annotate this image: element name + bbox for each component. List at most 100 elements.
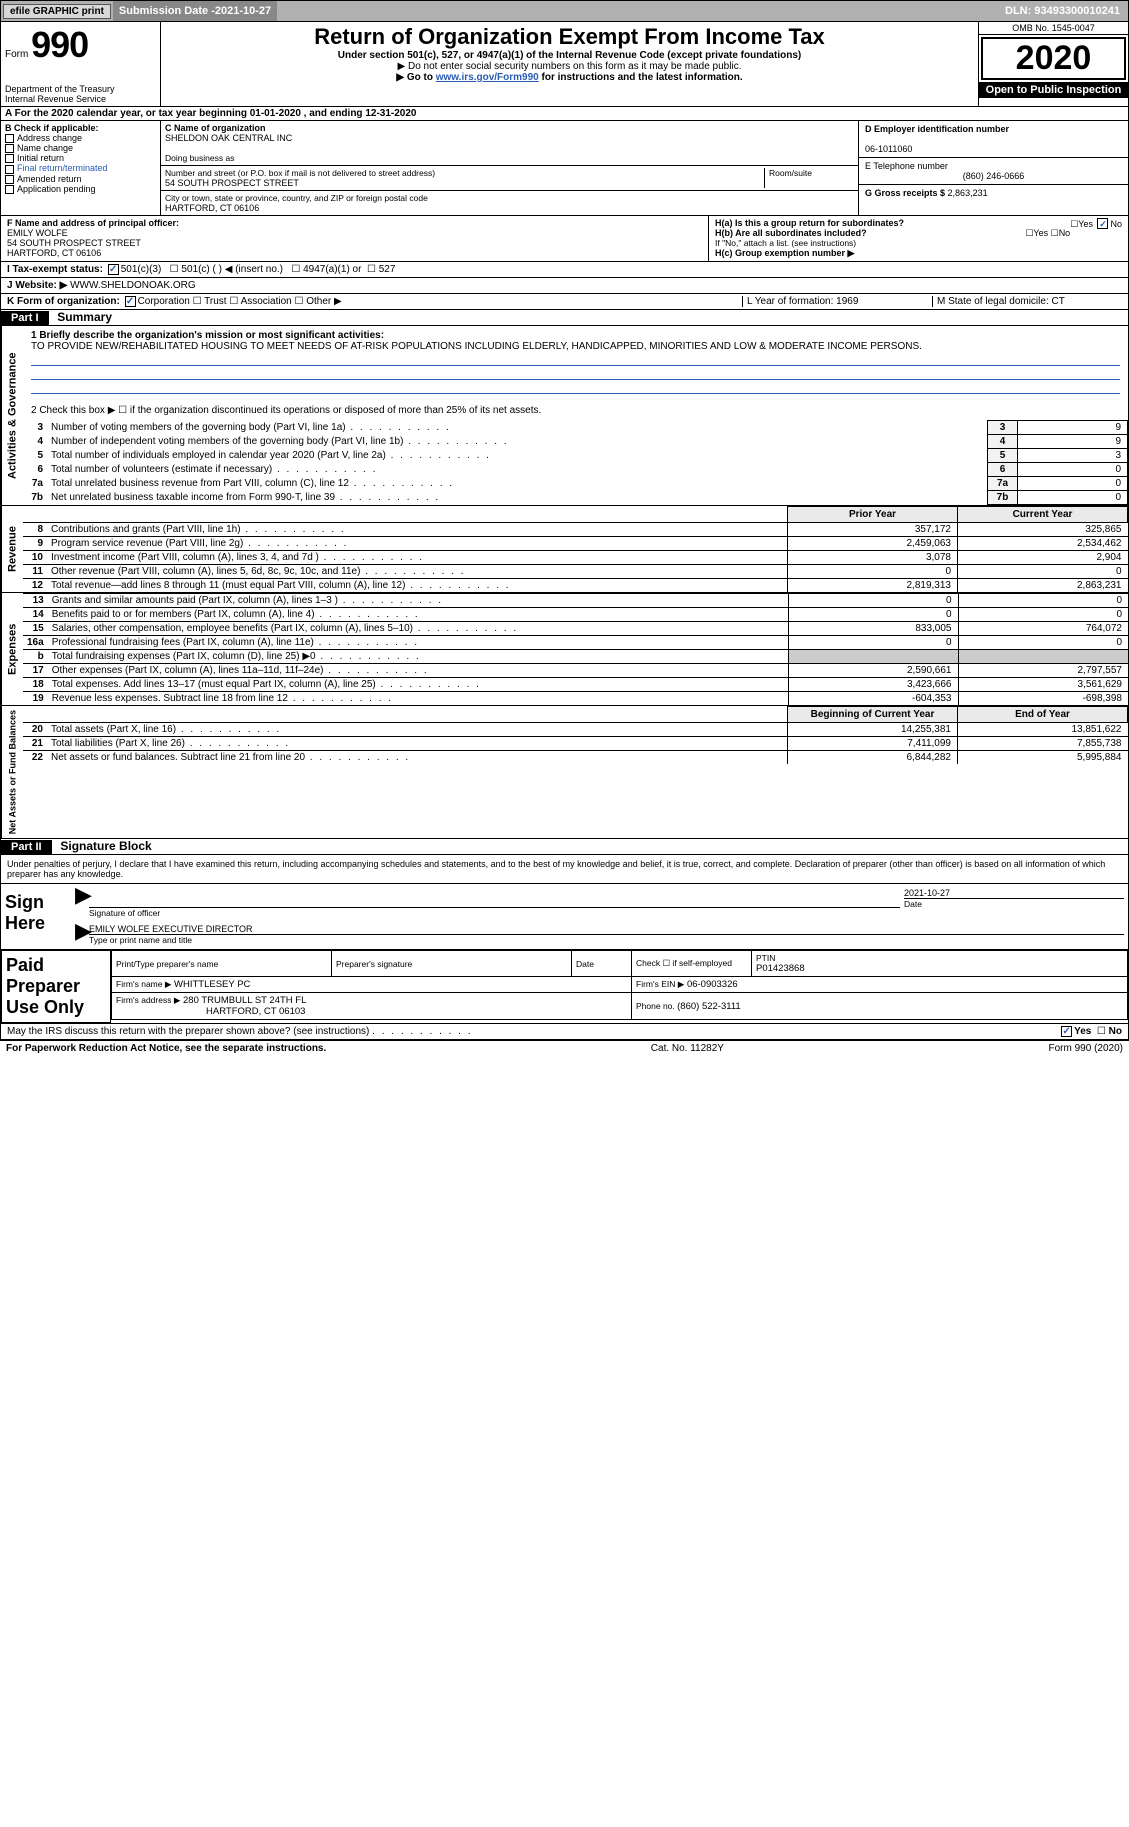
b-item-3: Final return/terminated [5,163,156,173]
vlabel-revenue: Revenue [1,506,23,592]
i-opt-1: 501(c) ( ) ◀ (insert no.) [181,264,283,275]
checkbox-icon[interactable] [5,154,14,163]
subdate-value: 2021-10-27 [215,5,271,17]
irs-link[interactable]: www.irs.gov/Form990 [436,72,539,83]
table-row: 21Total liabilities (Part X, line 26)7,4… [23,737,1128,751]
open-inspection: Open to Public Inspection [979,82,1128,98]
form-number: Form 990 [5,24,156,66]
efile-button[interactable]: efile GRAPHIC print [3,4,111,19]
block-bcd: B Check if applicable: Address change Na… [0,121,1129,216]
phone-value: (860) 522-3111 [677,1001,741,1012]
hb-note: If "No," attach a list. (see instruction… [715,238,1122,248]
part2-bar: Part II [1,840,52,854]
submission-date: Submission Date - 2021-10-27 [113,1,277,21]
c-city-label: City or town, state or province, country… [165,193,428,203]
governance-content: 1 Briefly describe the organization's mi… [23,326,1128,505]
footer-left: For Paperwork Reduction Act Notice, see … [6,1043,326,1054]
dln-label: DLN: [1005,5,1034,17]
k-opt-3: Other ▶ [306,296,341,307]
check-icon: ✓ [1061,1026,1072,1037]
mission-text: TO PROVIDE NEW/REHABILITATED HOUSING TO … [31,341,1120,352]
arrow-icon: ▶ [75,924,89,945]
block-fh: F Name and address of principal officer:… [0,216,1129,262]
d-tel-label: E Telephone number [865,161,1122,171]
b-item-2: Initial return [5,153,156,163]
table-row: bTotal fundraising expenses (Part IX, co… [23,650,1128,664]
page-footer: For Paperwork Reduction Act Notice, see … [0,1040,1129,1056]
c-dba-label: Doing business as [165,153,854,163]
section-expenses: Expenses 13Grants and similar amounts pa… [0,593,1129,706]
hb-row: H(b) Are all subordinates included? ☐Yes… [715,228,1122,238]
dept-treasury: Department of the Treasury Internal Reve… [5,84,156,104]
pname-label: Print/Type preparer's name [116,959,327,969]
netassets-table: Beginning of Current Year End of Year 20… [23,706,1128,764]
c-city: HARTFORD, CT 06106 [165,203,428,213]
footer-right: Form 990 (2020) [1049,1043,1123,1054]
py-header: Prior Year [788,507,958,523]
officer-name: EMILY WOLFE EXECUTIVE DIRECTOR [89,924,1124,935]
i-opt-3: 527 [379,264,396,275]
table-row: 19Revenue less expenses. Subtract line 1… [23,692,1128,706]
checkbox-icon[interactable] [5,175,14,184]
b-item-5: Application pending [5,184,156,194]
f-name: EMILY WOLFE [7,228,702,238]
expenses-table: 13Grants and similar amounts paid (Part … [23,593,1128,705]
checkbox-icon[interactable] [5,185,14,194]
yes-label: Yes [1074,1026,1091,1037]
header-mid: Return of Organization Exempt From Incom… [161,22,978,106]
arrow-icon: ▶ [75,888,89,918]
tax-year: 2020 [981,37,1126,80]
d-gross: G Gross receipts $ 2,863,231 [859,185,1128,201]
topbar: efile GRAPHIC print Submission Date - 20… [0,0,1129,22]
dots [372,1026,472,1037]
table-row: 15Salaries, other compensation, employee… [23,622,1128,636]
table-row: 11Other revenue (Part VIII, column (A), … [23,565,1128,579]
form-title: Return of Organization Exempt From Incom… [167,24,972,50]
table-row: 5Total number of individuals employed in… [23,449,1128,463]
section-governance: Activities & Governance 1 Briefly descri… [0,326,1129,506]
table-row: 4Number of independent voting members of… [23,435,1128,449]
c-room-label: Room/suite [769,168,854,178]
table-row: 18Total expenses. Add lines 13–17 (must … [23,678,1128,692]
b-label: B Check if applicable: [5,123,156,133]
check-icon: ✓ [108,264,119,275]
netassets-content: Beginning of Current Year End of Year 20… [23,706,1128,838]
form-header: Form 990 Department of the Treasury Inte… [0,22,1129,107]
b-item-1: Name change [5,143,156,153]
goto-post: for instructions and the latest informat… [542,72,743,83]
vlabel-governance: Activities & Governance [1,326,23,505]
j-line: J Website: ▶ WWW.SHELDONOAK.ORG [0,278,1129,294]
checkbox-icon[interactable] [5,165,14,174]
firm-ein-label: Firm's EIN ▶ [636,979,684,989]
check-icon: ✓ [1097,218,1108,229]
h-block: H(a) Is this a group return for subordin… [708,216,1128,261]
part1-title: Summary [51,308,118,326]
table-row: 3Number of voting members of the governi… [23,421,1128,435]
rule-line [31,368,1120,380]
check-icon: ✓ [125,296,136,307]
ptin-label: PTIN [756,953,1123,963]
d-ein: D Employer identification number 06-1011… [859,121,1128,158]
checkbox-icon[interactable] [5,144,14,153]
officer-name-row: ▶ EMILY WOLFE EXECUTIVE DIRECTOR Type or… [75,924,1124,945]
form-subtitle: Under section 501(c), 527, or 4947(a)(1)… [167,50,972,61]
header-left: Form 990 Department of the Treasury Inte… [1,22,161,106]
table-row: 6Total number of volunteers (estimate if… [23,463,1128,477]
paid-preparer-block: Paid Preparer Use Only Print/Type prepar… [0,950,1129,1024]
d-tel: E Telephone number (860) 246-0666 [859,158,1128,185]
ha-label: H(a) Is this a group return for subordin… [715,218,904,228]
k-opt-1: Trust [204,296,226,307]
hb-label: H(b) Are all subordinates included? [715,228,867,238]
byn-header: Beginning of Current Year [788,707,958,723]
firm-city: HARTFORD, CT 06103 [116,1006,305,1017]
q2: 2 Check this box ▶ ☐ if the organization… [31,405,1120,416]
f-addr2: HARTFORD, CT 06106 [7,248,702,258]
table-row: 7aTotal unrelated business revenue from … [23,477,1128,491]
k-opt-0: Corporation [138,296,190,307]
sign-here-label: Sign Here [1,884,71,949]
subdate-label: Submission Date - [119,5,215,17]
checkbox-icon[interactable] [5,134,14,143]
rule-line [31,382,1120,394]
sig-line[interactable] [89,890,900,908]
d-gross-label: G Gross receipts $ [865,188,948,198]
